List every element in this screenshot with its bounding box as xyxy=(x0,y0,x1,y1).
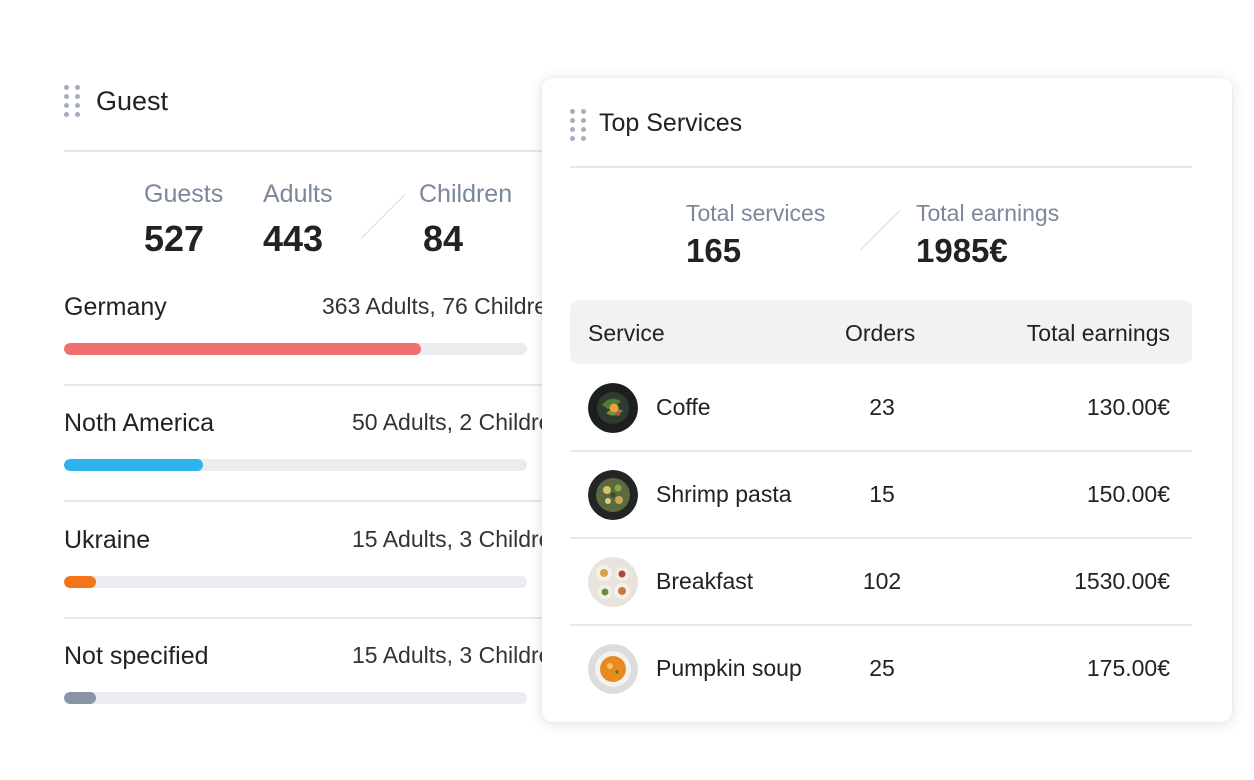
divider xyxy=(570,624,1192,626)
table-row[interactable]: Shrimp pasta 15 150.00€ xyxy=(570,452,1192,539)
service-orders: 15 xyxy=(869,481,895,507)
divider xyxy=(570,450,1192,452)
guest-card: Guest Guests 527 Adults 443 Children 84 … xyxy=(34,58,554,748)
total-services-value: 165 xyxy=(686,232,742,269)
country-progress-track xyxy=(64,576,527,588)
children-value: 84 xyxy=(423,218,464,259)
country-progress-track xyxy=(64,459,527,471)
guests-value: 527 xyxy=(144,218,205,259)
coffee-dish-icon xyxy=(588,383,638,433)
drag-handle-icon[interactable] xyxy=(64,85,81,117)
header-service[interactable]: Service xyxy=(588,320,665,346)
country-row-north-america: Noth America 50 Adults, 2 Children xyxy=(64,407,554,524)
header-orders[interactable]: Orders xyxy=(845,320,916,346)
divider xyxy=(570,537,1192,539)
country-row-ukraine: Ukraine 15 Adults, 3 Children xyxy=(64,524,554,641)
guests-label: Guests xyxy=(144,180,224,208)
table-row[interactable]: Coffe 23 130.00€ xyxy=(570,365,1192,452)
table-row[interactable]: Breakfast 102 1530.00€ xyxy=(570,539,1192,626)
guest-card-title: Guest xyxy=(96,86,169,116)
adults-value: 443 xyxy=(263,218,324,259)
total-earnings-label: Total earnings xyxy=(916,200,1060,226)
country-progress-fill xyxy=(64,343,421,355)
divider xyxy=(64,617,554,619)
services-table-header: Service Orders Total earnings xyxy=(570,300,1192,364)
country-name: Ukraine xyxy=(64,526,151,554)
shrimp-pasta-icon xyxy=(588,470,638,520)
pumpkin-soup-icon xyxy=(588,644,638,694)
country-progress-fill xyxy=(64,459,203,471)
service-name: Pumpkin soup xyxy=(656,655,802,681)
adults-label: Adults xyxy=(263,180,333,208)
top-services-card: Top Services Total services 165 Total ea… xyxy=(542,78,1232,722)
service-name: Shrimp pasta xyxy=(656,481,792,507)
divider xyxy=(570,166,1192,168)
country-progress-fill xyxy=(64,692,97,704)
service-earnings: 1530.00€ xyxy=(1074,568,1170,594)
stat-divider xyxy=(360,194,406,239)
breakfast-icon xyxy=(588,557,638,607)
country-name: Noth America xyxy=(64,409,215,437)
country-counts: 15 Adults, 3 Children xyxy=(352,642,554,668)
divider xyxy=(64,384,554,386)
country-name: Not specified xyxy=(64,642,209,670)
children-label: Children xyxy=(419,180,513,208)
stat-divider xyxy=(859,210,901,251)
service-earnings: 150.00€ xyxy=(1086,481,1170,507)
country-counts: 363 Adults, 76 Children xyxy=(322,293,554,319)
country-row-germany: Germany 363 Adults, 76 Children xyxy=(64,291,554,408)
total-services-label: Total services xyxy=(686,200,826,226)
table-row[interactable]: Pumpkin soup 25 175.00€ xyxy=(570,626,1192,713)
service-earnings: 130.00€ xyxy=(1086,394,1170,420)
service-name: Coffe xyxy=(656,394,711,420)
country-progress-track xyxy=(64,692,527,704)
country-counts: 15 Adults, 3 Children xyxy=(352,526,554,552)
country-counts: 50 Adults, 2 Children xyxy=(352,409,554,435)
total-earnings-value: 1985€ xyxy=(916,232,1008,269)
country-name: Germany xyxy=(64,293,167,321)
service-name: Breakfast xyxy=(656,568,754,594)
top-services-title: Top Services xyxy=(599,109,743,137)
header-total-earnings[interactable]: Total earnings xyxy=(1026,320,1170,346)
service-earnings: 175.00€ xyxy=(1086,655,1170,681)
divider xyxy=(64,150,554,152)
country-progress-track xyxy=(64,343,527,355)
service-orders: 23 xyxy=(869,394,895,420)
service-orders: 25 xyxy=(869,655,895,681)
service-orders: 102 xyxy=(862,568,902,594)
country-row-not-specified: Not specified 15 Adults, 3 Children xyxy=(64,640,554,748)
drag-handle-icon[interactable] xyxy=(570,109,587,141)
country-progress-fill xyxy=(64,576,97,588)
divider xyxy=(64,500,554,502)
